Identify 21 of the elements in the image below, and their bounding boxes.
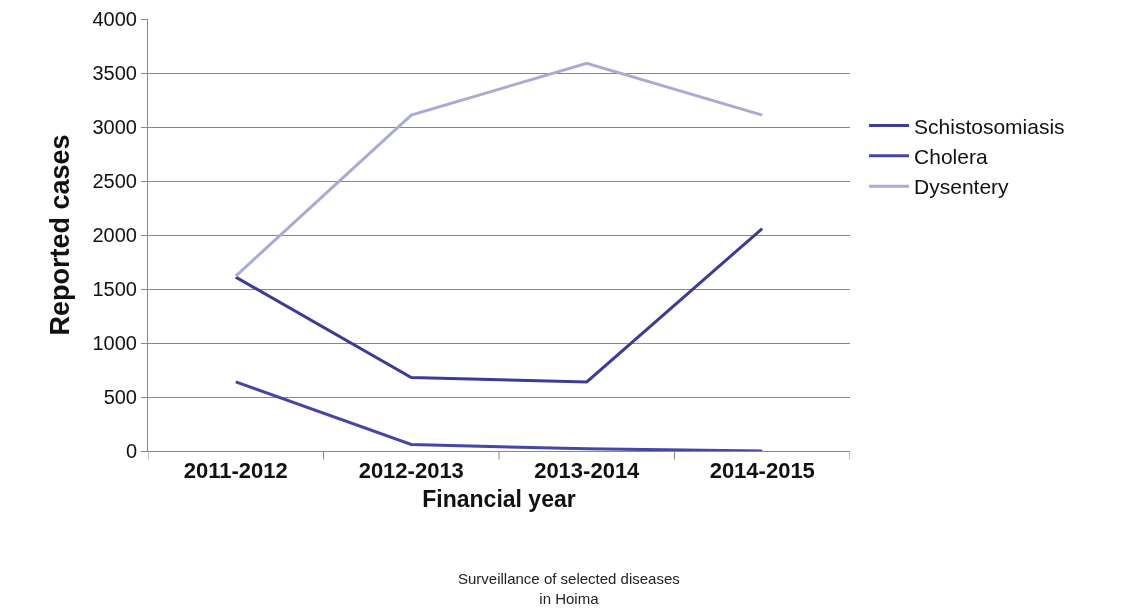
y-tick-label: 1000	[92, 332, 137, 354]
legend-label: Cholera	[914, 145, 988, 169]
y-tick-label: 3000	[92, 116, 137, 138]
text: Surveillance of selected diseases in Hoima	[458, 570, 680, 607]
y-tick-label: 2500	[92, 170, 137, 192]
y-tick-label: 1500	[92, 278, 137, 300]
y-tick-label: 3500	[92, 62, 137, 84]
y-tick-label: 2000	[92, 224, 137, 246]
y-tick-label: 500	[103, 386, 137, 408]
line-series	[234, 380, 764, 451]
y-axis-title: Reported cases	[44, 134, 75, 336]
legend-label: Schistosomiasis	[914, 114, 1065, 138]
x-tick-label: 2012-2013	[358, 458, 464, 484]
x-tick-label: 2011-2012	[183, 458, 288, 484]
x-axis-title: Financial year	[422, 486, 576, 512]
x-tick-label: 2014-2015	[709, 458, 815, 484]
line-series	[234, 227, 764, 384]
y-tick-label: 0	[125, 440, 137, 462]
legend-label: Dysentery	[914, 175, 1010, 199]
x-tick-label: 2013-2014	[534, 458, 641, 484]
y-tick-label: 4000	[92, 8, 137, 30]
